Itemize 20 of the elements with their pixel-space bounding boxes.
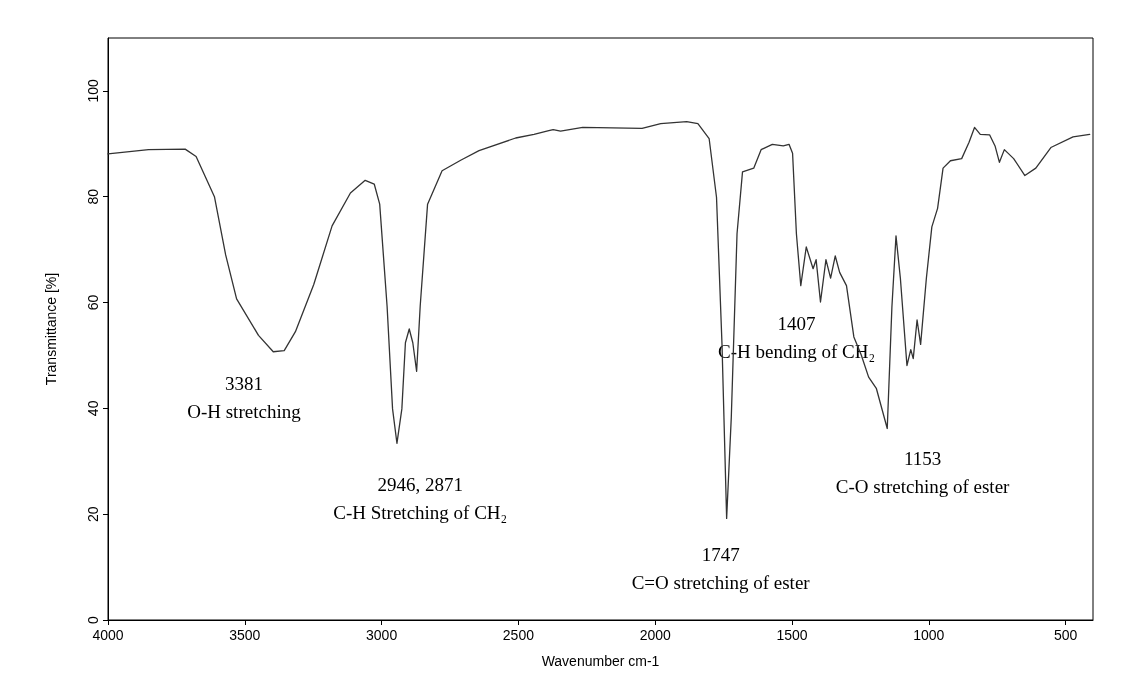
y-tick-label: 0: [85, 615, 101, 624]
x-axis-title: Wavenumber cm-1: [541, 653, 660, 669]
y-tick-label: 100: [85, 79, 101, 103]
y-tick-label: 40: [85, 400, 101, 417]
annotation: 2946, 2871 C-H Stretching of CH₂: [333, 473, 508, 523]
y-axis-title: Transmittance [%]: [43, 272, 59, 386]
x-tick-label: 4000: [92, 627, 124, 643]
annotation: 1747 C=O stretching of ester: [631, 543, 811, 593]
y-tick-label: 20: [85, 506, 101, 522]
x-tick-label: 500: [1053, 627, 1078, 643]
x-tick-label: 3000: [366, 627, 398, 643]
x-tick-label: 2000: [639, 627, 671, 643]
x-tick-label: 2500: [502, 627, 535, 643]
annotation: 3381 O-H stretching: [187, 373, 302, 423]
annotation: 1153 C-O stretching of ester: [835, 447, 1011, 497]
x-tick-label: 3500: [229, 627, 261, 643]
y-tick-label: 60: [85, 294, 101, 311]
x-tick-label: 1500: [776, 627, 808, 643]
x-tick-label: 1000: [913, 627, 945, 643]
y-tick-label: 80: [85, 188, 101, 205]
